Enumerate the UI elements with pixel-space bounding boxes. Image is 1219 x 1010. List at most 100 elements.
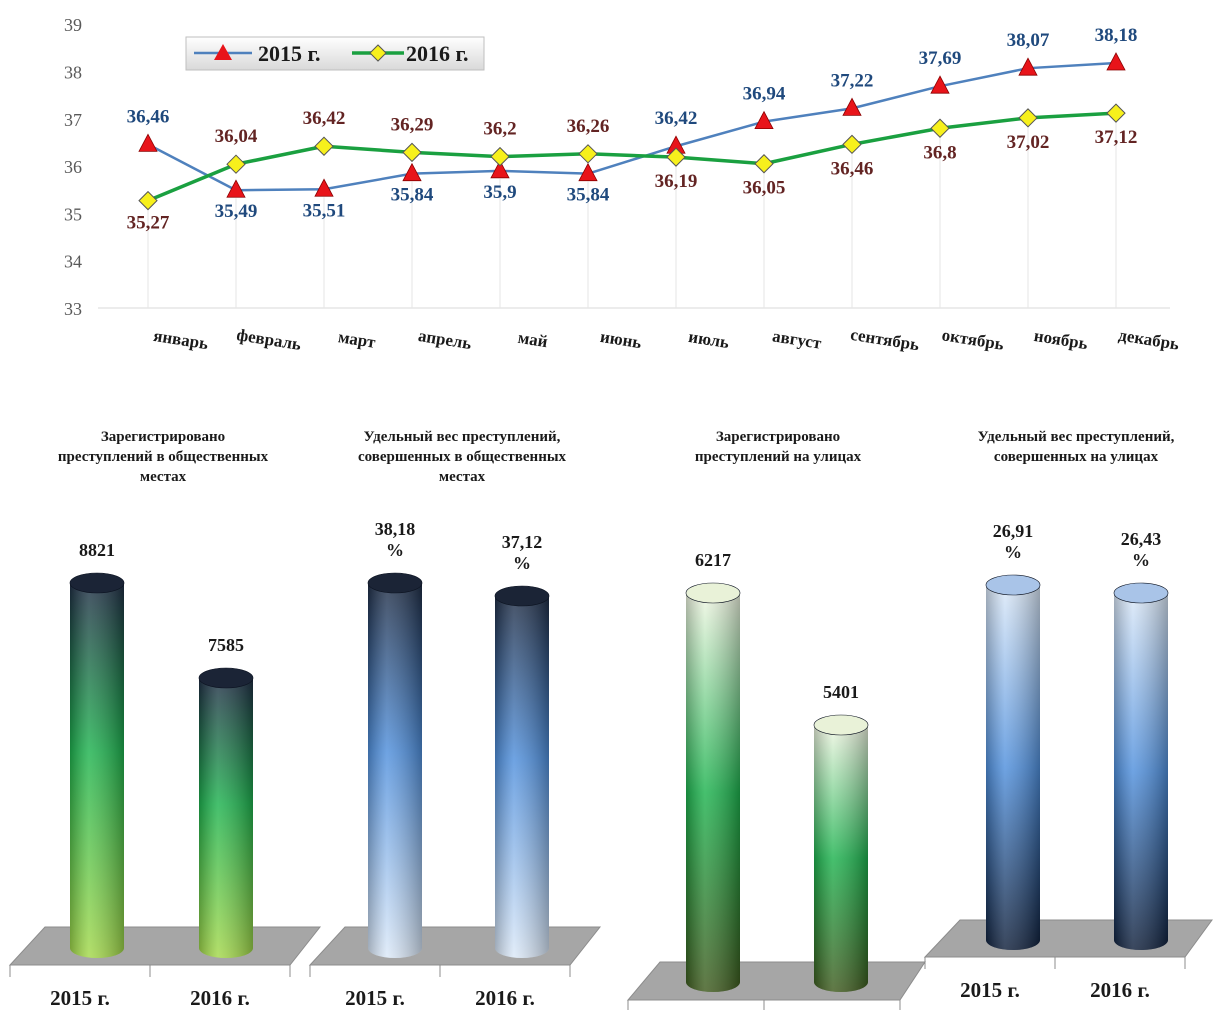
- legend-label-2015: 2015 г.: [258, 41, 321, 66]
- data-label-2015: 35,9: [483, 182, 516, 203]
- bar-floor: [626, 961, 926, 1001]
- data-point-2016: [754, 154, 774, 174]
- data-label-2016: 36,8: [923, 142, 956, 163]
- data-label-2015: 38,07: [1007, 30, 1050, 51]
- x-category-label: апрель: [417, 326, 473, 353]
- x-category-label: ноябрь: [1033, 326, 1089, 353]
- bar-2016г: [494, 585, 550, 958]
- data-label-2016: 37,12: [1095, 127, 1138, 148]
- data-point-2016: [226, 154, 246, 174]
- data-point-2015: [754, 110, 774, 130]
- data-point-2016: [666, 147, 686, 167]
- data-point-2016: [138, 190, 158, 211]
- bar-top-cap: [367, 572, 423, 594]
- bar-2016г: [1113, 582, 1169, 950]
- bar-category-label: 2016 г.: [190, 986, 250, 1010]
- bar-value-label: 26,43: [1121, 529, 1162, 549]
- bar-chart-title: Зарегистрировано преступлений в обществен…: [58, 429, 269, 485]
- bar-category-label: 2015 г.: [345, 986, 405, 1010]
- data-label-2016: 36,26: [567, 116, 610, 137]
- bar-chart-panel: Удельный вес преступлений, совершенных на…: [923, 429, 1213, 1002]
- y-tick-label: 37: [64, 110, 82, 130]
- bar-chart-panel: Зарегистрировано преступлений на улицах 62…: [626, 429, 926, 1010]
- data-label-2016: 36,42: [303, 108, 346, 129]
- bar-chart-panel: Удельный вес преступлений, совершенных в …: [308, 429, 602, 1010]
- data-label-2016: 36,04: [215, 126, 258, 147]
- bar-category-label: 2016 г.: [1090, 978, 1150, 1002]
- bar-value-unit: %: [386, 540, 404, 560]
- bar-charts-row: Зарегистрировано преступлений в обществен…: [8, 429, 1213, 1010]
- bar-2016г: [198, 667, 254, 958]
- bar-floor: [308, 926, 602, 966]
- data-point-2015: [930, 75, 950, 94]
- data-point-2016: [578, 144, 598, 164]
- bar-shading: [814, 725, 868, 992]
- bar-value-label: 5401: [823, 682, 859, 702]
- data-label-2015: 35,49: [215, 201, 258, 222]
- x-category-label: март: [337, 327, 378, 352]
- y-tick-label: 35: [64, 204, 82, 224]
- bar-shading: [70, 583, 124, 958]
- data-point-2016: [930, 118, 950, 138]
- data-label-2016: 36,05: [743, 178, 786, 199]
- data-label-2015: 35,84: [567, 185, 610, 206]
- bar-2015г: [685, 582, 741, 992]
- y-tick-label: 39: [64, 15, 82, 35]
- x-category-label: июнь: [599, 327, 643, 352]
- data-label-2015: 38,18: [1095, 25, 1138, 46]
- bar-value-label: 8821: [79, 540, 115, 560]
- bar-top-cap: [813, 714, 869, 736]
- bar-top-cap: [1113, 582, 1169, 604]
- data-label-2015: 35,51: [303, 200, 346, 221]
- bar-category-label: 2016 г.: [475, 986, 535, 1010]
- x-category-label: август: [771, 326, 823, 353]
- bar-shading: [986, 585, 1040, 950]
- bar-top-cap: [494, 585, 550, 607]
- series-line-2015: [147, 61, 1117, 192]
- bar-value-label: 26,91: [993, 521, 1034, 541]
- bar-shading: [495, 596, 549, 958]
- bar-shading: [686, 593, 740, 992]
- legend-marker-2016: [369, 44, 387, 62]
- bar-value-unit: %: [513, 553, 531, 573]
- x-category-label: январь: [152, 326, 209, 353]
- x-category-label: октябрь: [940, 325, 1005, 354]
- data-point-2015: [1106, 52, 1126, 71]
- data-point-2015: [490, 159, 510, 179]
- data-label-2016: 36,19: [655, 171, 698, 192]
- legend-label-2016: 2016 г.: [406, 41, 469, 66]
- data-point-2015: [402, 162, 422, 182]
- data-point-2016: [490, 146, 510, 167]
- y-tick-label: 34: [64, 252, 82, 272]
- bar-value-label: 38,18: [375, 519, 416, 539]
- data-label-2016: 36,46: [831, 158, 874, 179]
- data-label-2015: 35,84: [391, 185, 434, 206]
- x-category-label: сентябрь: [849, 325, 920, 355]
- bar-shading: [199, 678, 253, 958]
- bar-chart-title: Удельный вес преступлений, совершенных в …: [358, 429, 567, 485]
- bar-top-cap: [685, 582, 741, 604]
- data-label-2015: 37,69: [919, 48, 962, 69]
- legend: 2015 г. 2016 г.: [185, 36, 485, 71]
- data-label-2016: 37,02: [1007, 132, 1050, 153]
- x-category-label: май: [517, 328, 550, 351]
- bar-shading: [1114, 593, 1168, 950]
- bar-chart-panel: Зарегистрировано преступлений в обществен…: [8, 429, 322, 1010]
- bar-value-unit: %: [1132, 550, 1150, 570]
- x-category-label: декабрь: [1117, 325, 1180, 353]
- bar-value-label: 37,12: [502, 532, 543, 552]
- y-tick-label: 33: [64, 299, 82, 319]
- bar-2016г: [813, 714, 869, 992]
- data-point-2015: [226, 179, 246, 198]
- bar-2015г: [367, 572, 423, 958]
- bar-shading: [368, 583, 422, 958]
- bar-category-label: 2015 г.: [50, 986, 110, 1010]
- x-category-label: июль: [687, 327, 730, 352]
- data-point-2016: [842, 134, 862, 155]
- data-point-2015: [842, 97, 862, 116]
- data-point-2016: [1018, 108, 1038, 128]
- bar-top-cap: [198, 667, 254, 689]
- x-category-label: февраль: [235, 325, 302, 354]
- series-line-2016: [147, 111, 1117, 203]
- data-label-2016: 36,2: [483, 119, 516, 140]
